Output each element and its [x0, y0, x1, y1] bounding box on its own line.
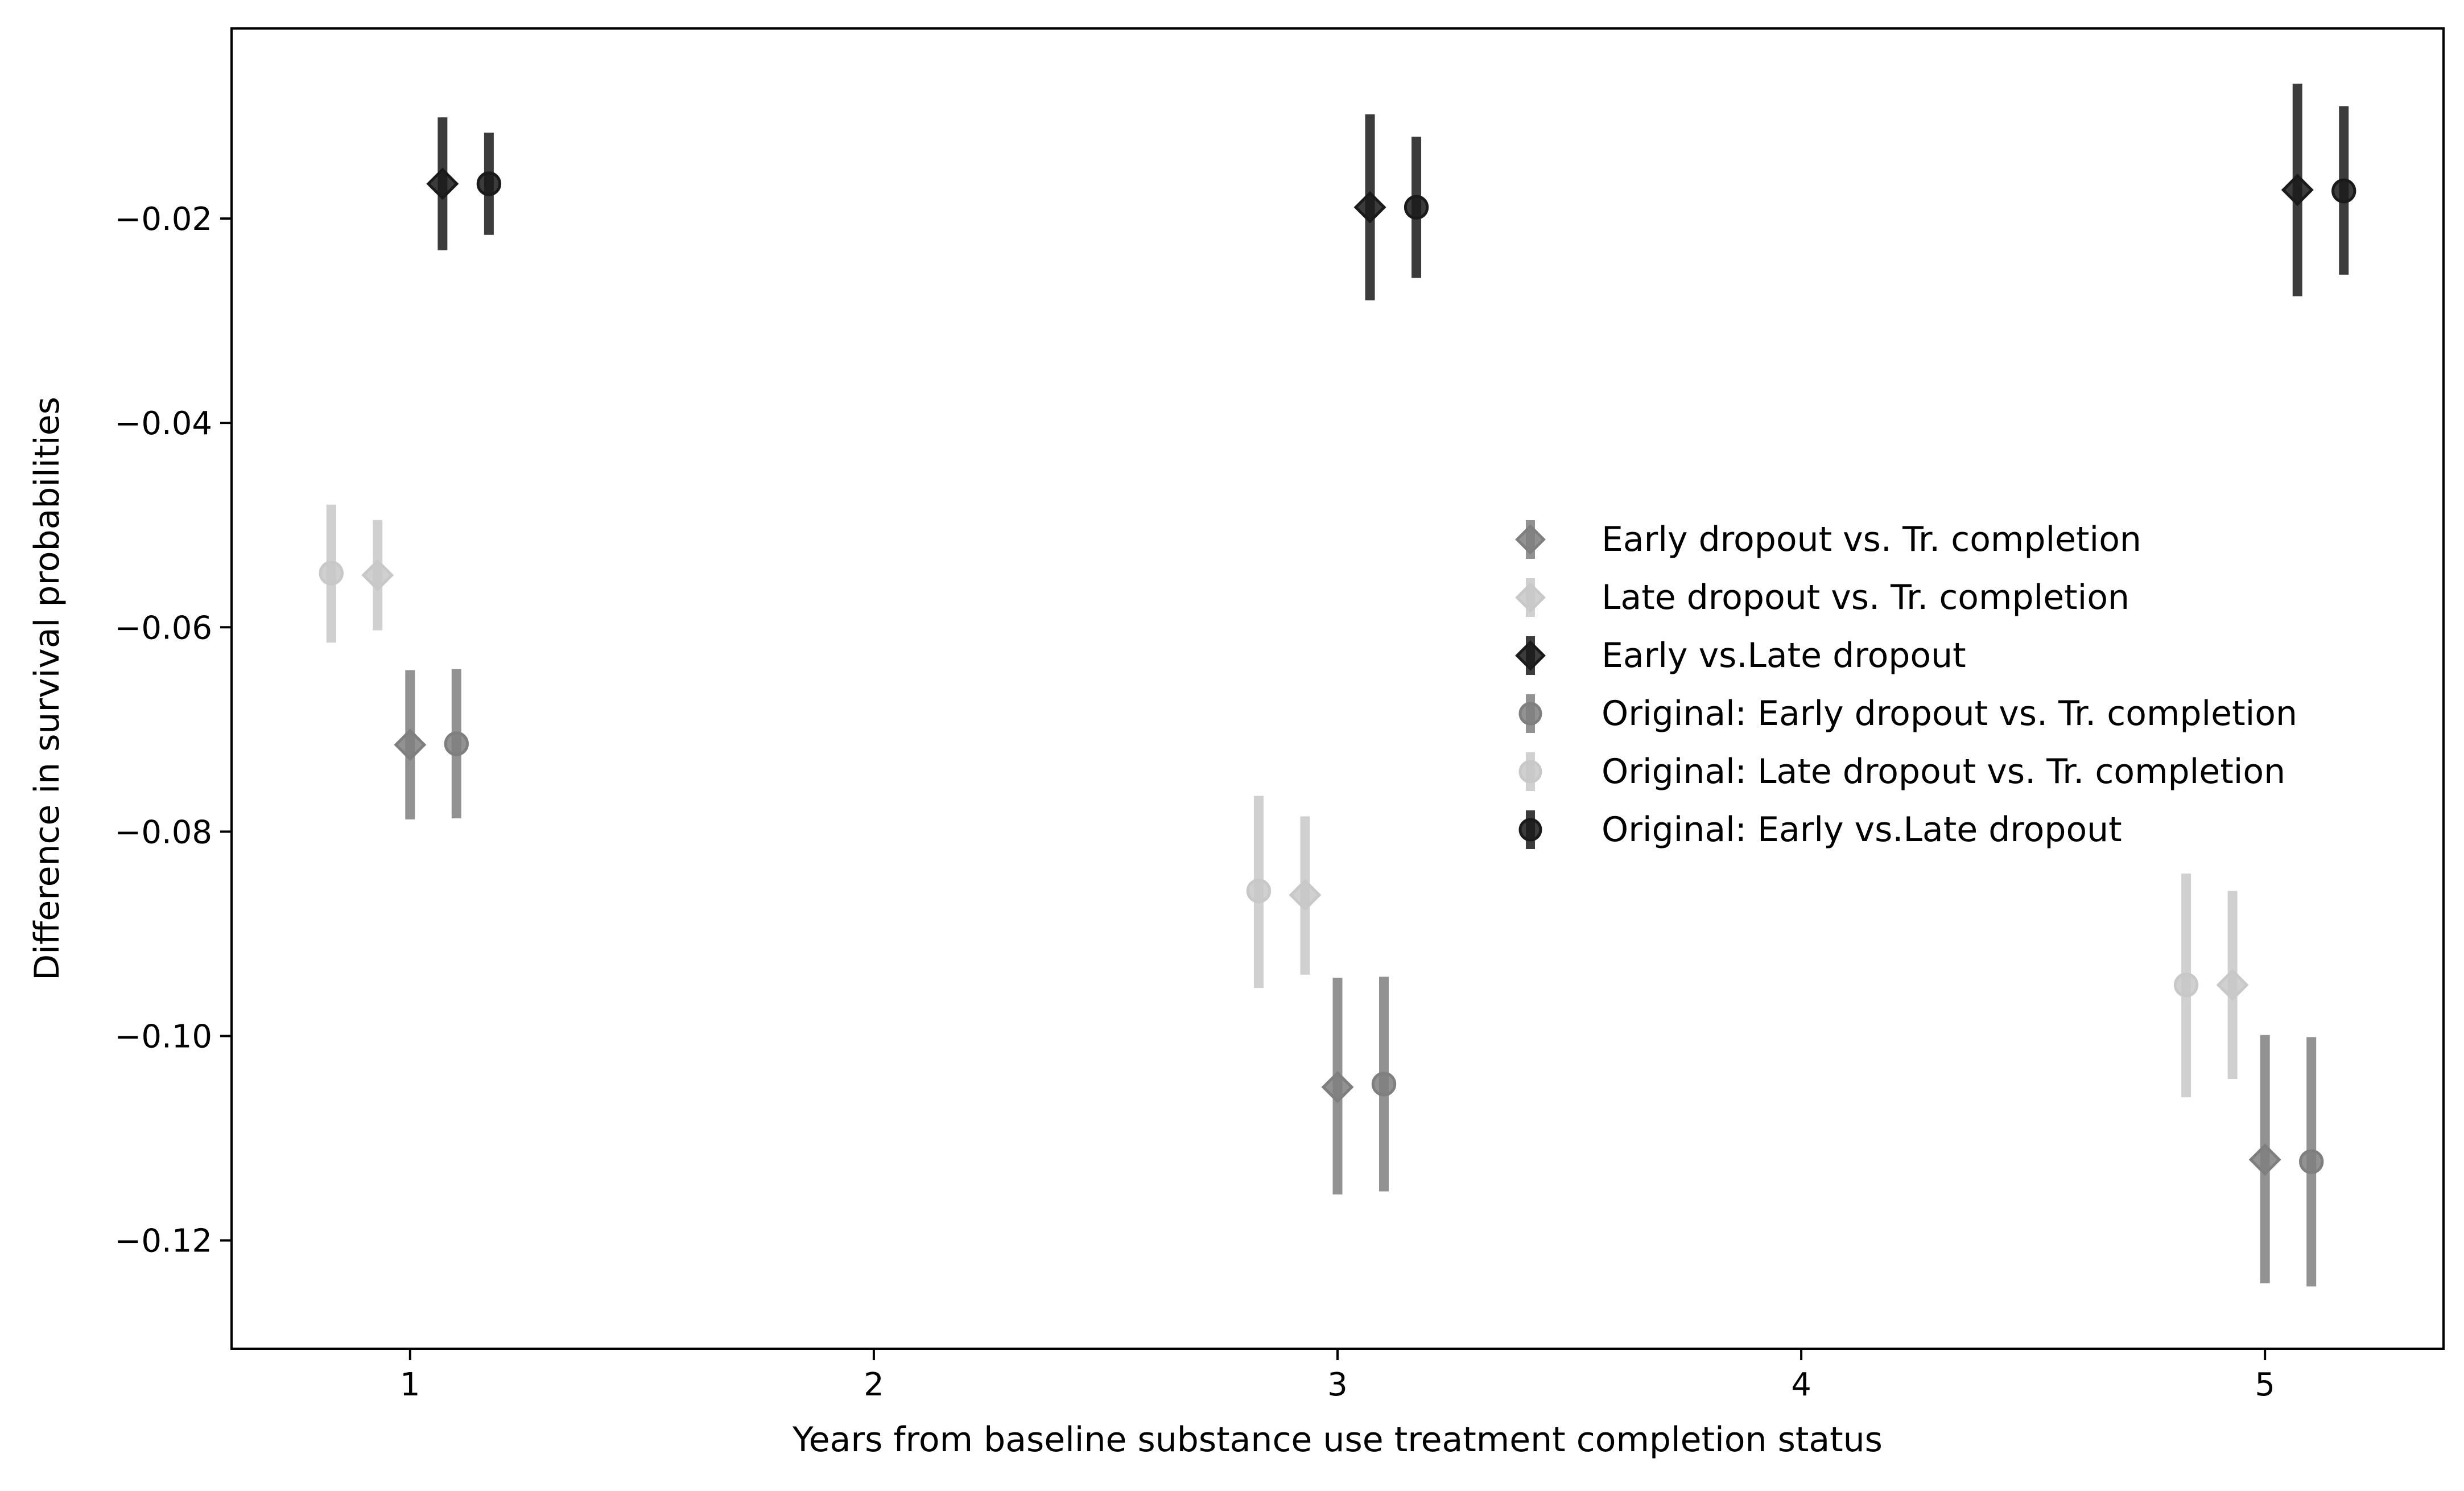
legend-label: Original: Late dropout vs. Tr. completio…: [1602, 752, 2285, 792]
legend-marker: [1515, 524, 1546, 555]
diamond-point: [2216, 969, 2249, 1002]
diamond-point: [1353, 191, 1386, 224]
legend-item: Original: Early dropout vs. Tr. completi…: [1518, 694, 2297, 734]
y-tick-label: −0.08: [114, 814, 212, 851]
series-4: [444, 669, 2324, 1287]
legend-label: Original: Early vs.Late dropout: [1602, 810, 2122, 850]
series-2: [361, 520, 2249, 1079]
legend-item: Early dropout vs. Tr. completion: [1515, 520, 2141, 559]
legend-item: Original: Late dropout vs. Tr. completio…: [1518, 752, 2285, 792]
diamond-point: [1289, 879, 1322, 912]
x-tick-label: 5: [2255, 1366, 2275, 1403]
diamond-point: [426, 167, 459, 200]
circle-point: [319, 561, 344, 586]
legend-marker: [1515, 582, 1546, 613]
series-6: [476, 106, 2356, 278]
circle-point: [2173, 973, 2199, 998]
legend-label: Original: Early dropout vs. Tr. completi…: [1602, 694, 2297, 734]
legend-label: Early vs.Late dropout: [1602, 636, 1966, 676]
y-tick-label: −0.10: [114, 1019, 212, 1056]
series-3: [426, 83, 2314, 300]
x-tick-label: 3: [1327, 1366, 1348, 1403]
legend-marker: [1518, 702, 1542, 726]
y-tick-label: −0.06: [114, 609, 212, 646]
diamond-point: [2248, 1143, 2281, 1176]
legend-marker: [1518, 760, 1542, 784]
diamond-point: [2281, 174, 2314, 207]
diamond-point: [1321, 1070, 1354, 1103]
y-tick-label: −0.02: [114, 201, 212, 238]
x-tick-label: 1: [400, 1366, 420, 1403]
plot-area: [319, 83, 2356, 1287]
x-tick-label: 4: [1791, 1366, 1811, 1403]
diamond-point: [394, 728, 427, 761]
x-tick-label: 2: [864, 1366, 884, 1403]
legend-label: Late dropout vs. Tr. completion: [1602, 578, 2129, 617]
circle-point: [1371, 1072, 1397, 1097]
series-1: [394, 670, 2281, 1284]
legend-marker: [1515, 640, 1546, 671]
circle-point: [2298, 1149, 2324, 1175]
legend-item: Late dropout vs. Tr. completion: [1515, 578, 2129, 617]
diamond-point: [361, 559, 394, 592]
y-axis: −0.12 −0.10 −0.08 −0.06 −0.04 −0.02: [114, 201, 232, 1260]
y-tick-label: −0.12: [114, 1223, 212, 1260]
y-tick-label: −0.04: [114, 405, 212, 442]
legend-item: Early vs.Late dropout: [1515, 636, 1966, 676]
circle-point: [444, 731, 469, 756]
y-axis-label: Difference in survival probabilities: [27, 397, 67, 981]
legend: Early dropout vs. Tr. completion Late dro…: [1515, 520, 2297, 850]
circle-point: [2331, 178, 2356, 204]
circle-point: [1246, 878, 1272, 904]
series-5: [319, 504, 2199, 1098]
x-axis: 1 2 3 4 5: [400, 1349, 2275, 1403]
legend-marker: [1518, 818, 1542, 842]
legend-label: Early dropout vs. Tr. completion: [1602, 520, 2141, 559]
legend-item: Original: Early vs.Late dropout: [1518, 810, 2122, 850]
circle-point: [1404, 195, 1429, 220]
circle-point: [476, 171, 502, 196]
x-axis-label: Years from baseline substance use treatm…: [792, 1420, 1883, 1460]
